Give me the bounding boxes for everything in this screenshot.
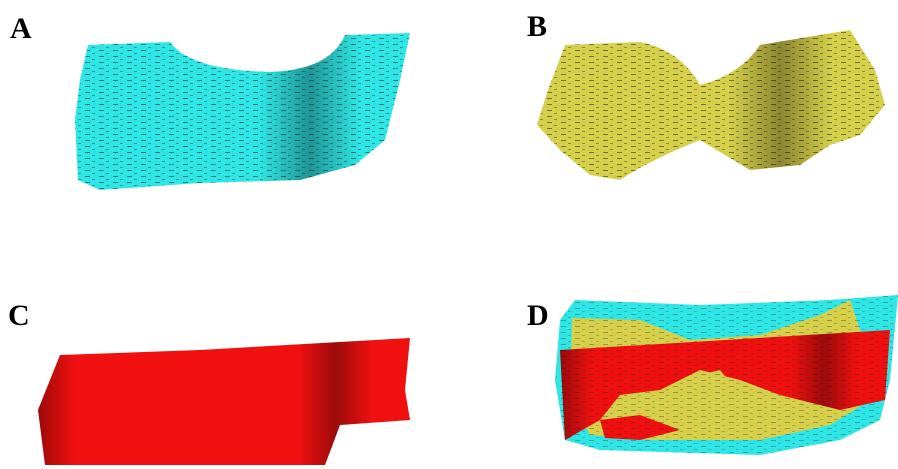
- panel-label: B: [527, 10, 547, 43]
- panel-a: A: [10, 12, 410, 190]
- panel-d: D: [527, 295, 898, 455]
- shading: [537, 30, 885, 180]
- panel-label: A: [10, 12, 32, 45]
- shading: [38, 338, 410, 465]
- shading: [75, 33, 410, 190]
- panel-label: C: [8, 299, 30, 332]
- panel-c: C: [8, 299, 410, 465]
- panel-label: D: [527, 299, 549, 332]
- figure: A B C D: [0, 0, 898, 469]
- panel-b: B: [527, 10, 885, 180]
